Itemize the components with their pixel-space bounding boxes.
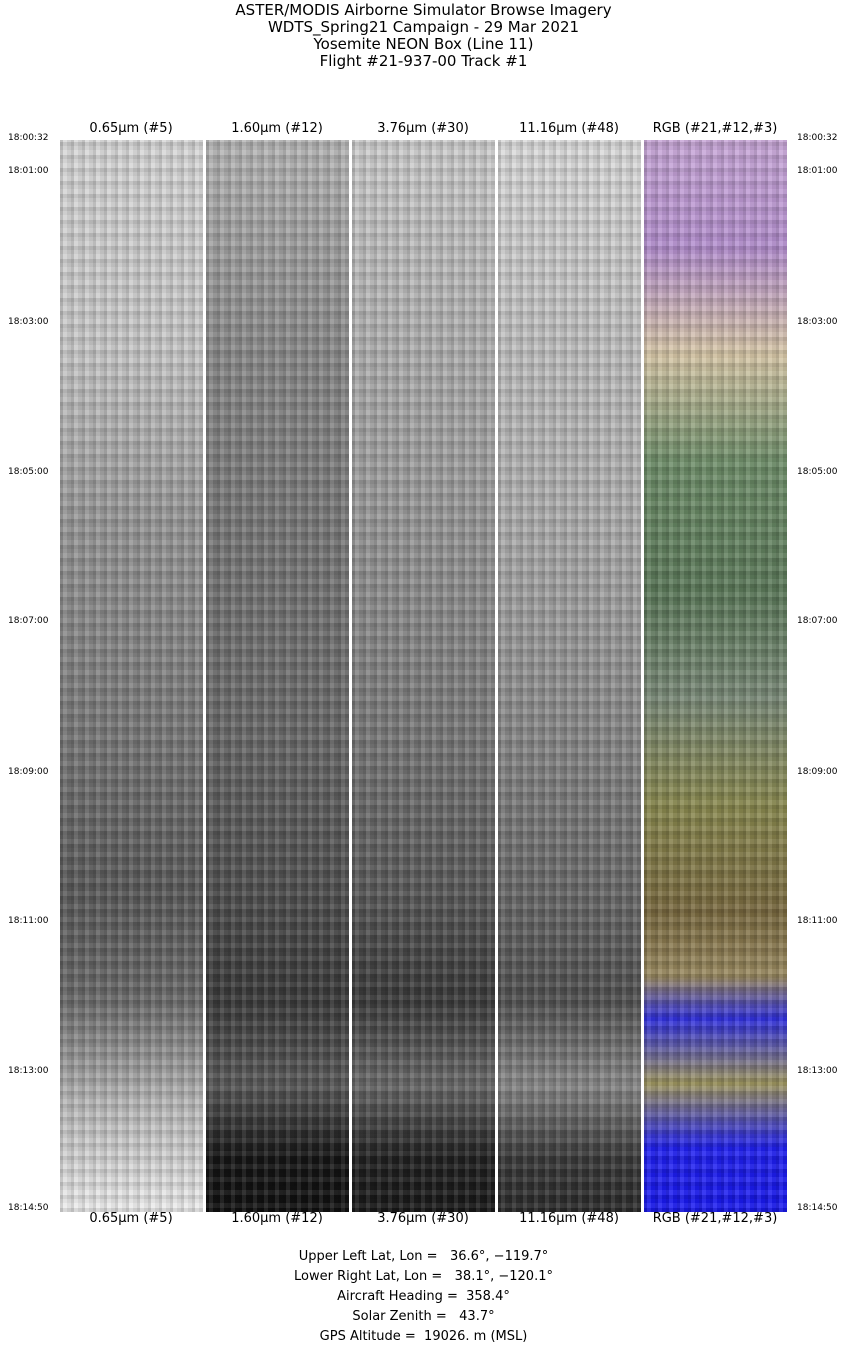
title-line-2: WDTS_Spring21 Campaign - 29 Mar 2021 (267, 18, 580, 36)
time-tick-left: 18:09:00 (8, 767, 49, 777)
time-tick-left: 18:11:00 (8, 916, 49, 926)
band-label-bottom-1: 0.65μm (#5) (89, 1211, 173, 1226)
image-panel-band-48 (498, 140, 641, 1212)
time-tick-left: 18:07:00 (8, 616, 49, 626)
time-tick-left: 18:14:50 (8, 1203, 49, 1213)
image-panel-band-5 (60, 140, 203, 1212)
time-tick-left: 18:05:00 (8, 467, 49, 477)
band-label-top-1: 0.65μm (#5) (89, 121, 173, 136)
time-tick-left: 18:01:00 (8, 166, 49, 176)
time-tick-left: 18:00:32 (8, 133, 49, 143)
time-tick-left: 18:03:00 (8, 317, 49, 327)
lower-right-coords: Lower Right Lat, Lon = 38.1°, −120.1° (294, 1269, 553, 1284)
flight-info: Upper Left Lat, Lon = 36.6°, −119.7° Low… (0, 1247, 847, 1347)
time-tick-left: 18:13:00 (8, 1066, 49, 1076)
aircraft-heading: Aircraft Heading = 358.4° (337, 1289, 510, 1304)
band-label-top-2: 1.60μm (#12) (231, 121, 323, 136)
band-label-bottom-5: RGB (#21,#12,#3) (652, 1211, 778, 1226)
time-tick-right: 18:13:00 (797, 1066, 838, 1076)
gps-altitude: GPS Altitude = 19026. m (MSL) (319, 1329, 528, 1344)
time-tick-right: 18:14:50 (797, 1203, 838, 1213)
solar-zenith: Solar Zenith = 43.7° (352, 1309, 495, 1324)
time-tick-right: 18:00:32 (797, 133, 838, 143)
time-tick-right: 18:01:00 (797, 166, 838, 176)
band-label-top-5: RGB (#21,#12,#3) (652, 121, 778, 136)
time-tick-right: 18:09:00 (797, 767, 838, 777)
title-line-1: ASTER/MODIS Airborne Simulator Browse Im… (235, 1, 612, 19)
time-tick-right: 18:03:00 (797, 317, 838, 327)
image-panel-band-12 (206, 140, 349, 1212)
band-label-top-4: 11.16μm (#48) (519, 121, 619, 136)
image-panel-band-30 (352, 140, 495, 1212)
band-label-top-3: 3.76μm (#30) (377, 121, 469, 136)
time-tick-right: 18:05:00 (797, 467, 838, 477)
image-panel-rgb (644, 140, 787, 1212)
band-label-bottom-3: 3.76μm (#30) (377, 1211, 469, 1226)
title-line-4: Flight #21-937-00 Track #1 (319, 52, 528, 70)
upper-left-coords: Upper Left Lat, Lon = 36.6°, −119.7° (298, 1249, 549, 1264)
time-tick-right: 18:07:00 (797, 616, 838, 626)
figure-title: ASTER/MODIS Airborne Simulator Browse Im… (0, 2, 847, 70)
band-label-bottom-2: 1.60μm (#12) (231, 1211, 323, 1226)
band-label-bottom-4: 11.16μm (#48) (519, 1211, 619, 1226)
time-tick-right: 18:11:00 (797, 916, 838, 926)
title-line-3: Yosemite NEON Box (Line 11) (313, 35, 534, 53)
